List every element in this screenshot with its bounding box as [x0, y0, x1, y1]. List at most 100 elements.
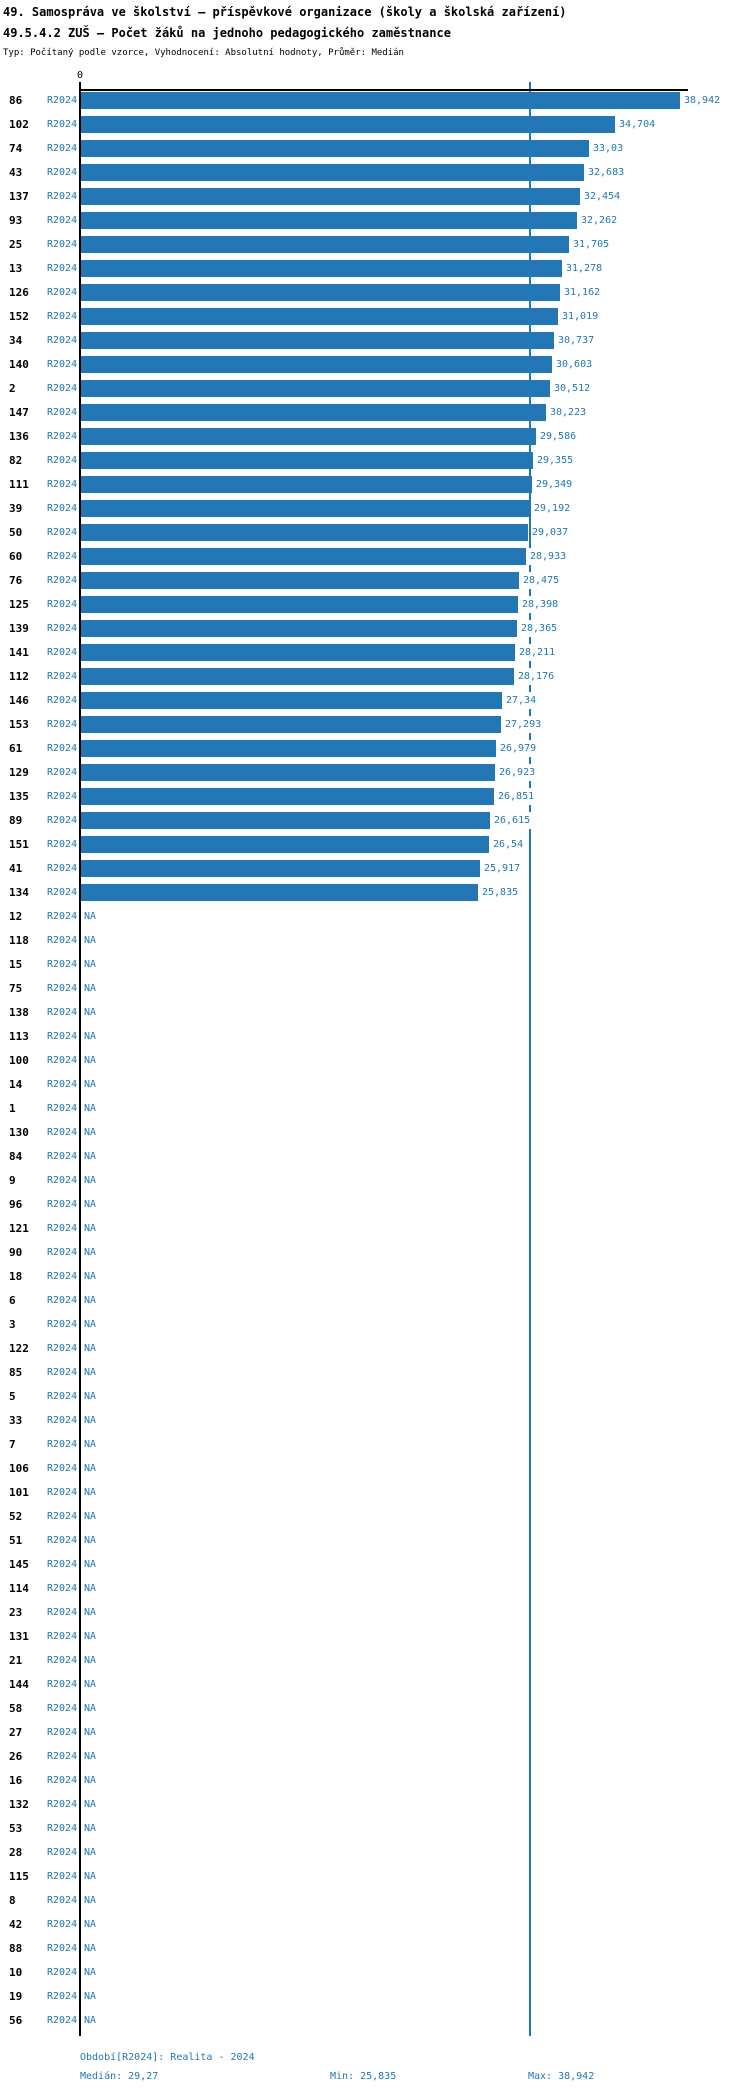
- bar-147[interactable]: [81, 404, 546, 421]
- bar-129[interactable]: [81, 764, 495, 781]
- bar-value-na: NA: [84, 1223, 97, 1234]
- row-id-label: 5: [9, 1390, 16, 1403]
- row-period-label: R2024: [47, 503, 78, 514]
- bar-39[interactable]: [81, 500, 530, 517]
- row-period-label: R2024: [47, 887, 78, 898]
- bar-61[interactable]: [81, 740, 496, 757]
- bar-value-label: 32,683: [587, 164, 626, 181]
- row-period-label: R2024: [47, 1631, 78, 1642]
- row-period-label: R2024: [47, 479, 78, 490]
- row-id-label: 58: [9, 1702, 23, 1715]
- row-period-label: R2024: [47, 455, 78, 466]
- bar-125[interactable]: [81, 596, 518, 613]
- bar-141[interactable]: [81, 644, 515, 661]
- row-period-label: R2024: [47, 119, 78, 130]
- row-id-label: 152: [9, 310, 29, 323]
- bar-value-na: NA: [84, 1151, 97, 1162]
- bar-76[interactable]: [81, 572, 519, 589]
- bar-value-na: NA: [84, 1127, 97, 1138]
- bar-93[interactable]: [81, 212, 577, 229]
- row-id-label: 18: [9, 1270, 23, 1283]
- row-period-label: R2024: [47, 551, 78, 562]
- row-period-label: R2024: [47, 695, 78, 706]
- row-id-label: 100: [9, 1054, 29, 1067]
- row-id-label: 2: [9, 382, 16, 395]
- bar-value-na: NA: [84, 1535, 97, 1546]
- bar-134[interactable]: [81, 884, 478, 901]
- row-id-label: 114: [9, 1582, 29, 1595]
- bar-153[interactable]: [81, 716, 501, 733]
- row-id-label: 3: [9, 1318, 16, 1331]
- bar-value-na: NA: [84, 1079, 97, 1090]
- row-id-label: 88: [9, 1942, 23, 1955]
- row-period-label: R2024: [47, 719, 78, 730]
- bar-111[interactable]: [81, 476, 532, 493]
- row-id-label: 14: [9, 1078, 23, 1091]
- row-id-label: 15: [9, 958, 23, 971]
- row-period-label: R2024: [47, 815, 78, 826]
- row-id-label: 145: [9, 1558, 29, 1571]
- bar-value-na: NA: [84, 1295, 97, 1306]
- bar-60[interactable]: [81, 548, 526, 565]
- bar-value-label: 32,454: [583, 188, 622, 205]
- bar-146[interactable]: [81, 692, 502, 709]
- bar-value-na: NA: [84, 1679, 97, 1690]
- bar-value-label: 32,262: [580, 212, 619, 229]
- bar-74[interactable]: [81, 140, 589, 157]
- bar-value-na: NA: [84, 1391, 97, 1402]
- row-period-label: R2024: [47, 1079, 78, 1090]
- row-id-label: 139: [9, 622, 29, 635]
- bar-89[interactable]: [81, 812, 490, 829]
- bar-139[interactable]: [81, 620, 517, 637]
- bar-135[interactable]: [81, 788, 494, 805]
- row-id-label: 130: [9, 1126, 29, 1139]
- row-id-label: 34: [9, 334, 23, 347]
- bar-136[interactable]: [81, 428, 536, 445]
- bar-152[interactable]: [81, 308, 558, 325]
- row-id-label: 85: [9, 1366, 23, 1379]
- bar-value-label: 26,54: [492, 836, 525, 853]
- bar-140[interactable]: [81, 356, 552, 373]
- bar-126[interactable]: [81, 284, 560, 301]
- row-period-label: R2024: [47, 1055, 78, 1066]
- bar-86[interactable]: [81, 92, 680, 109]
- bar-151[interactable]: [81, 836, 489, 853]
- page-title: 49. Samospráva ve školství – příspěvkové…: [3, 5, 567, 19]
- row-period-label: R2024: [47, 1463, 78, 1474]
- row-period-label: R2024: [47, 1967, 78, 1978]
- bar-41[interactable]: [81, 860, 480, 877]
- row-id-label: 144: [9, 1678, 29, 1691]
- bar-value-na: NA: [84, 1199, 97, 1210]
- bar-50[interactable]: [81, 524, 528, 541]
- bar-112[interactable]: [81, 668, 514, 685]
- bar-82[interactable]: [81, 452, 533, 469]
- bar-43[interactable]: [81, 164, 584, 181]
- bar-2[interactable]: [81, 380, 550, 397]
- bar-value-label: 27,34: [505, 692, 538, 709]
- row-period-label: R2024: [47, 1775, 78, 1786]
- bar-13[interactable]: [81, 260, 562, 277]
- bar-value-label: 27,293: [504, 716, 543, 733]
- row-id-label: 151: [9, 838, 29, 851]
- row-id-label: 126: [9, 286, 29, 299]
- bar-25[interactable]: [81, 236, 569, 253]
- row-id-label: 33: [9, 1414, 23, 1427]
- row-id-label: 25: [9, 238, 23, 251]
- bar-value-label: 28,933: [529, 548, 568, 565]
- x-axis-line: [79, 89, 688, 91]
- row-id-label: 138: [9, 1006, 29, 1019]
- bar-value-label: 25,835: [481, 884, 520, 901]
- row-id-label: 43: [9, 166, 23, 179]
- bar-102[interactable]: [81, 116, 615, 133]
- bar-value-na: NA: [84, 2015, 97, 2026]
- bar-value-na: NA: [84, 1751, 97, 1762]
- bar-value-label: 26,979: [499, 740, 538, 757]
- row-id-label: 84: [9, 1150, 23, 1163]
- row-period-label: R2024: [47, 1175, 78, 1186]
- row-period-label: R2024: [47, 2015, 78, 2026]
- bar-value-na: NA: [84, 1415, 97, 1426]
- bar-34[interactable]: [81, 332, 554, 349]
- row-period-label: R2024: [47, 263, 78, 274]
- bar-137[interactable]: [81, 188, 580, 205]
- row-period-label: R2024: [47, 1991, 78, 2002]
